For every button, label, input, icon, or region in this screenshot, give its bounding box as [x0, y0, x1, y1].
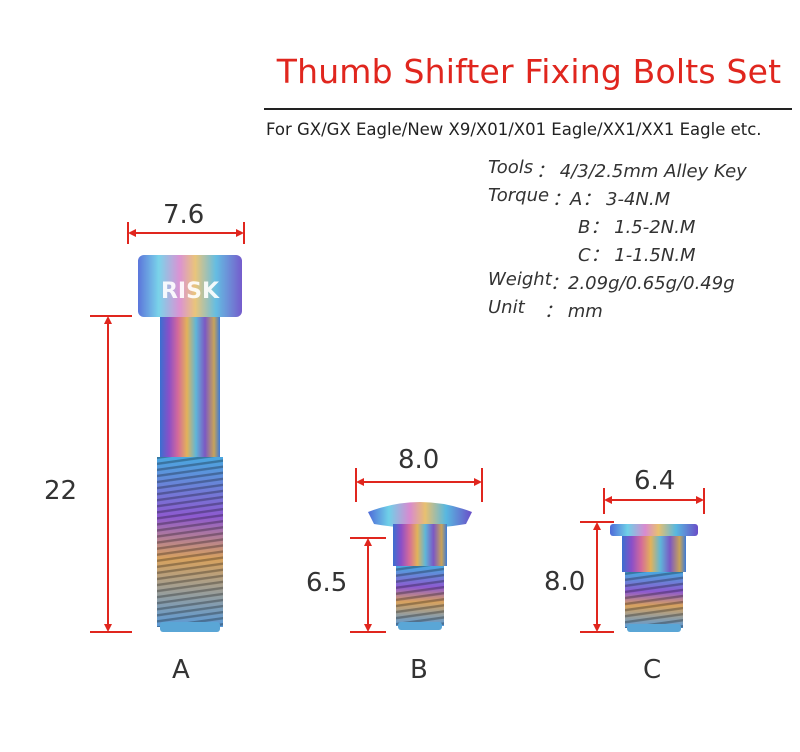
spec-tools-value: ： 4/3/2.5mm Alley Key [536, 161, 747, 182]
bolt-a-head [138, 255, 242, 317]
title-divider [264, 108, 792, 110]
bolt-b-shank [393, 524, 447, 566]
bolt-b [368, 502, 472, 630]
bolt-b-width-label: 8.0 [398, 445, 440, 475]
bolt-a-letter: A [172, 655, 190, 685]
spec-weight: Weight ：2.09g/0.65g/0.49g [488, 269, 735, 294]
spec-unit-key: Unit [488, 297, 525, 318]
spec-weight-key: Weight [488, 269, 552, 290]
spec-torque-key: Torque [488, 185, 550, 206]
bolt-a-length-label: 22 [44, 476, 78, 506]
compatibility-subtitle: For GX/GX Eagle/New X9/X01/X01 Eagle/XX1… [266, 120, 762, 139]
bolt-c-letter: C [643, 655, 662, 685]
bolt-a-brand: RISK [161, 279, 220, 304]
spec-tools: Tools ： 4/3/2.5mm Alley Key [488, 157, 747, 182]
bolt-c-shank [622, 536, 686, 572]
spec-tools-key: Tools [488, 157, 534, 178]
bolt-a-width-label: 7.6 [163, 200, 205, 230]
bolt-c [610, 524, 698, 632]
bolt-a-shank [160, 317, 220, 457]
spec-torque-c: C： 1-1.5N.M [578, 245, 696, 266]
page-title: Thumb Shifter Fixing Bolts Set [276, 52, 782, 91]
bolt-b-letter: B [410, 655, 428, 685]
spec-unit-value: ： mm [544, 301, 603, 322]
bolt-c-head [610, 524, 698, 536]
bolt-c-width-label: 6.4 [634, 466, 676, 496]
spec-torque-a: ：A： 3-4N.M [552, 189, 671, 210]
bolt-b-length-label: 6.5 [306, 568, 348, 598]
bolt-b-head [368, 502, 472, 528]
spec-weight-value: ：2.09g/0.65g/0.49g [550, 273, 735, 294]
spec-torque: Torque ：A： 3-4N.M [488, 185, 670, 210]
bolt-a: RISK [138, 255, 242, 632]
spec-torque-b: B： 1.5-2N.M [578, 217, 696, 238]
dimension-lines [90, 222, 705, 633]
bolt-c-length-label: 8.0 [544, 567, 586, 597]
spec-unit: Unit ： mm [488, 297, 603, 322]
